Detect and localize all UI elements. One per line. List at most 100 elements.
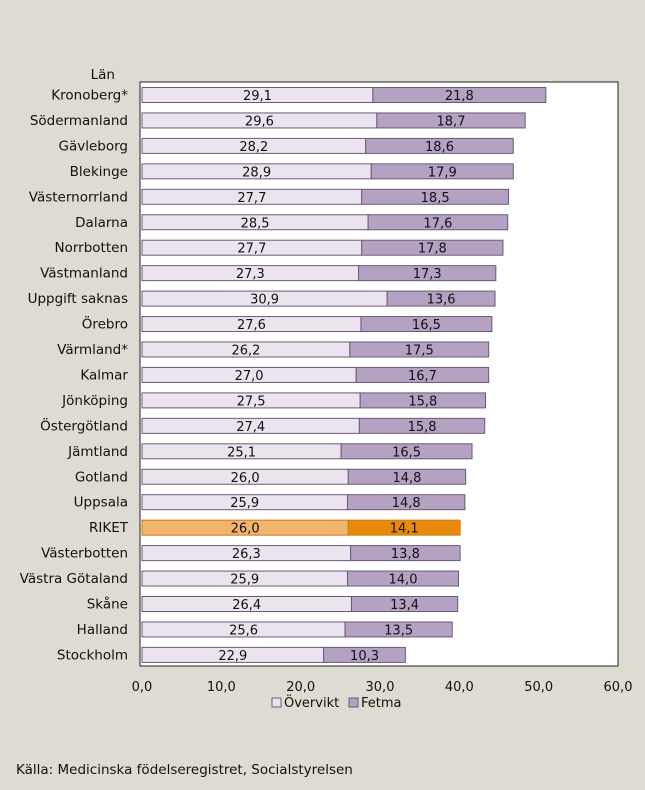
category-label-jönköping: Jönköping bbox=[61, 393, 128, 409]
category-label-jämtland: Jämtland bbox=[67, 444, 128, 460]
x-tick-label: 40,0 bbox=[445, 680, 474, 695]
data-label-övervikt-västernorrland: 27,7 bbox=[237, 191, 266, 206]
bar-fetma-dalarna bbox=[367, 214, 509, 231]
bar-fetma-gotland bbox=[347, 468, 467, 485]
category-label-skåne: Skåne bbox=[87, 596, 128, 613]
bar-fetma-västernorrland bbox=[361, 188, 510, 205]
category-label-västmanland: Västmanland bbox=[40, 266, 128, 282]
data-label-övervikt-dalarna: 28,5 bbox=[241, 216, 270, 231]
bar-fetma-västmanland bbox=[358, 265, 497, 282]
bar-fetma-kronoberg bbox=[372, 87, 547, 103]
category-label-dalarna: Dalarna bbox=[75, 215, 128, 231]
data-label-fetma-jönköping: 15,8 bbox=[408, 394, 437, 409]
category-label-gotland: Gotland bbox=[75, 469, 128, 485]
data-label-fetma-skåne: 13,4 bbox=[390, 598, 419, 613]
data-label-fetma-blekinge: 17,9 bbox=[428, 165, 457, 180]
category-label-stockholm: Stockholm bbox=[57, 647, 128, 663]
x-tick-label: 30,0 bbox=[366, 680, 395, 695]
bar-fetma-södermanland bbox=[376, 112, 526, 129]
category-label-uppsala: Uppsala bbox=[74, 495, 128, 511]
data-label-fetma-västerbotten: 13,8 bbox=[391, 547, 420, 562]
data-label-fetma-halland: 13,5 bbox=[384, 623, 413, 638]
category-label-södermanland: Södermanland bbox=[30, 113, 128, 129]
bar-fetma-jönköping bbox=[359, 392, 487, 409]
data-label-fetma-kalmar: 16,7 bbox=[408, 369, 437, 384]
data-label-fetma-jämtland: 16,5 bbox=[392, 445, 421, 460]
y-axis-title: Län bbox=[91, 67, 115, 83]
category-label-örebro: Örebro bbox=[82, 315, 128, 333]
category-label-västra-götaland: Västra Götaland bbox=[20, 571, 128, 587]
data-label-övervikt-kalmar: 27,0 bbox=[235, 369, 264, 384]
bar-fetma-uppgift-saknas bbox=[386, 290, 496, 307]
data-label-fetma-värmland: 17,5 bbox=[405, 344, 434, 359]
data-label-övervikt-uppgift-saknas: 30,9 bbox=[250, 293, 279, 308]
data-label-övervikt-norrbotten: 27,7 bbox=[237, 242, 266, 257]
category-label-värmland: Värmland* bbox=[57, 342, 128, 358]
data-label-övervikt-jämtland: 25,1 bbox=[227, 445, 256, 460]
x-tick-label: 50,0 bbox=[524, 680, 553, 695]
bar-fetma-värmland bbox=[349, 341, 490, 358]
legend-label-fetma: Fetma bbox=[361, 696, 402, 711]
bar-fetma-kalmar bbox=[355, 366, 490, 383]
data-label-fetma-västra-götaland: 14,0 bbox=[389, 573, 418, 588]
data-label-fetma-västmanland: 17,3 bbox=[413, 267, 442, 282]
bar-fetma-stockholm bbox=[323, 646, 406, 663]
bar-fetma-gävleborg bbox=[365, 137, 514, 154]
legend: Övervikt Fetma bbox=[271, 694, 402, 711]
data-label-fetma-dalarna: 17,6 bbox=[423, 216, 452, 231]
data-label-övervikt-skåne: 26,4 bbox=[232, 598, 261, 613]
data-label-fetma-stockholm: 10,3 bbox=[350, 649, 379, 664]
data-label-fetma-södermanland: 18,7 bbox=[437, 114, 466, 129]
data-label-övervikt-gävleborg: 28,2 bbox=[239, 140, 268, 155]
data-label-övervikt-halland: 25,6 bbox=[229, 623, 258, 638]
category-label-kronoberg: Kronoberg* bbox=[51, 88, 128, 104]
category-label-norrbotten: Norrbotten bbox=[55, 240, 129, 256]
x-tick-label: 10,0 bbox=[207, 680, 236, 695]
bar-fetma-västerbotten bbox=[350, 545, 461, 562]
category-label-blekinge: Blekinge bbox=[70, 164, 128, 180]
data-label-fetma-örebro: 16,5 bbox=[412, 318, 441, 333]
data-label-övervikt-kronoberg: 29,1 bbox=[243, 89, 272, 104]
data-label-övervikt-örebro: 27,6 bbox=[237, 318, 266, 333]
source-note: Källa: Medicinska födelseregistret, Soci… bbox=[16, 762, 353, 778]
data-label-fetma-gävleborg: 18,6 bbox=[425, 140, 454, 155]
bar-fetma-örebro bbox=[360, 316, 493, 333]
x-axis-ticks: 0,0 10,0 20,0 30,0 40,0 50,0 60,0 bbox=[132, 680, 633, 695]
bars-group: 29,1 21,8 29,6 18,7 28,2 18,6 28,9 17,9 27,7 18,5… bbox=[141, 87, 547, 664]
bar-fetma-norrbotten bbox=[361, 239, 504, 256]
data-label-övervikt-södermanland: 29,6 bbox=[245, 114, 274, 129]
data-label-övervikt-västmanland: 27,3 bbox=[236, 267, 265, 282]
bar-fetma-uppsala bbox=[346, 494, 466, 511]
category-labels: Kronoberg* Södermanland Gävleborg Blekinge V… bbox=[20, 88, 129, 664]
data-label-övervikt-uppsala: 25,9 bbox=[230, 496, 259, 511]
data-label-fetma-uppgift-saknas: 13,6 bbox=[427, 293, 456, 308]
data-label-övervikt-stockholm: 22,9 bbox=[218, 649, 247, 664]
data-label-fetma-gotland: 14,8 bbox=[392, 471, 421, 486]
data-label-övervikt-värmland: 26,2 bbox=[231, 344, 260, 359]
bar-fetma-halland bbox=[344, 621, 453, 638]
data-label-övervikt-jönköping: 27,5 bbox=[237, 394, 266, 409]
category-label-östergötland: Östergötland bbox=[40, 416, 128, 434]
data-label-övervikt-västra-götaland: 25,9 bbox=[230, 573, 259, 588]
bar-fetma-riket bbox=[347, 519, 461, 536]
legend-swatch-overvikt bbox=[271, 697, 282, 708]
data-label-fetma-uppsala: 14,8 bbox=[392, 496, 421, 511]
category-label-kalmar: Kalmar bbox=[80, 367, 128, 383]
x-tick-label: 0,0 bbox=[132, 680, 153, 695]
data-label-övervikt-östergötland: 27,4 bbox=[236, 420, 265, 435]
data-label-fetma-riket: 14,1 bbox=[390, 522, 419, 537]
category-label-västernorrland: Västernorrland bbox=[29, 189, 128, 205]
data-label-fetma-västernorrland: 18,5 bbox=[421, 191, 450, 206]
category-label-gävleborg: Gävleborg bbox=[59, 138, 129, 154]
data-label-övervikt-västerbotten: 26,3 bbox=[232, 547, 261, 562]
data-label-övervikt-blekinge: 28,9 bbox=[242, 165, 271, 180]
bar-fetma-skåne bbox=[350, 596, 459, 612]
category-label-halland: Halland bbox=[77, 622, 128, 638]
category-label-riket: RIKET bbox=[89, 520, 129, 536]
bar-fetma-jämtland bbox=[340, 443, 473, 460]
bar-fetma-blekinge bbox=[370, 163, 514, 180]
data-label-fetma-norrbotten: 17,8 bbox=[418, 242, 447, 257]
category-label-västerbotten: Västerbotten bbox=[41, 546, 128, 562]
legend-label-overvikt: Övervikt bbox=[284, 694, 339, 711]
